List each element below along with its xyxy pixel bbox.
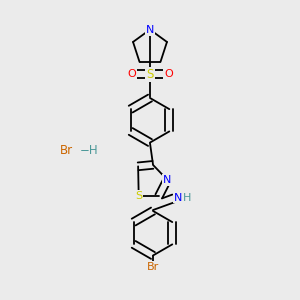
Text: O: O xyxy=(127,69,136,79)
Text: Br: Br xyxy=(147,262,159,272)
Text: S: S xyxy=(146,68,154,81)
Text: S: S xyxy=(135,191,142,201)
Text: −H: −H xyxy=(80,143,98,157)
Text: Br: Br xyxy=(60,143,73,157)
Text: N: N xyxy=(163,175,171,185)
Text: N: N xyxy=(146,25,154,34)
Text: N: N xyxy=(174,193,182,202)
Text: O: O xyxy=(164,69,173,79)
Text: H: H xyxy=(183,193,191,202)
